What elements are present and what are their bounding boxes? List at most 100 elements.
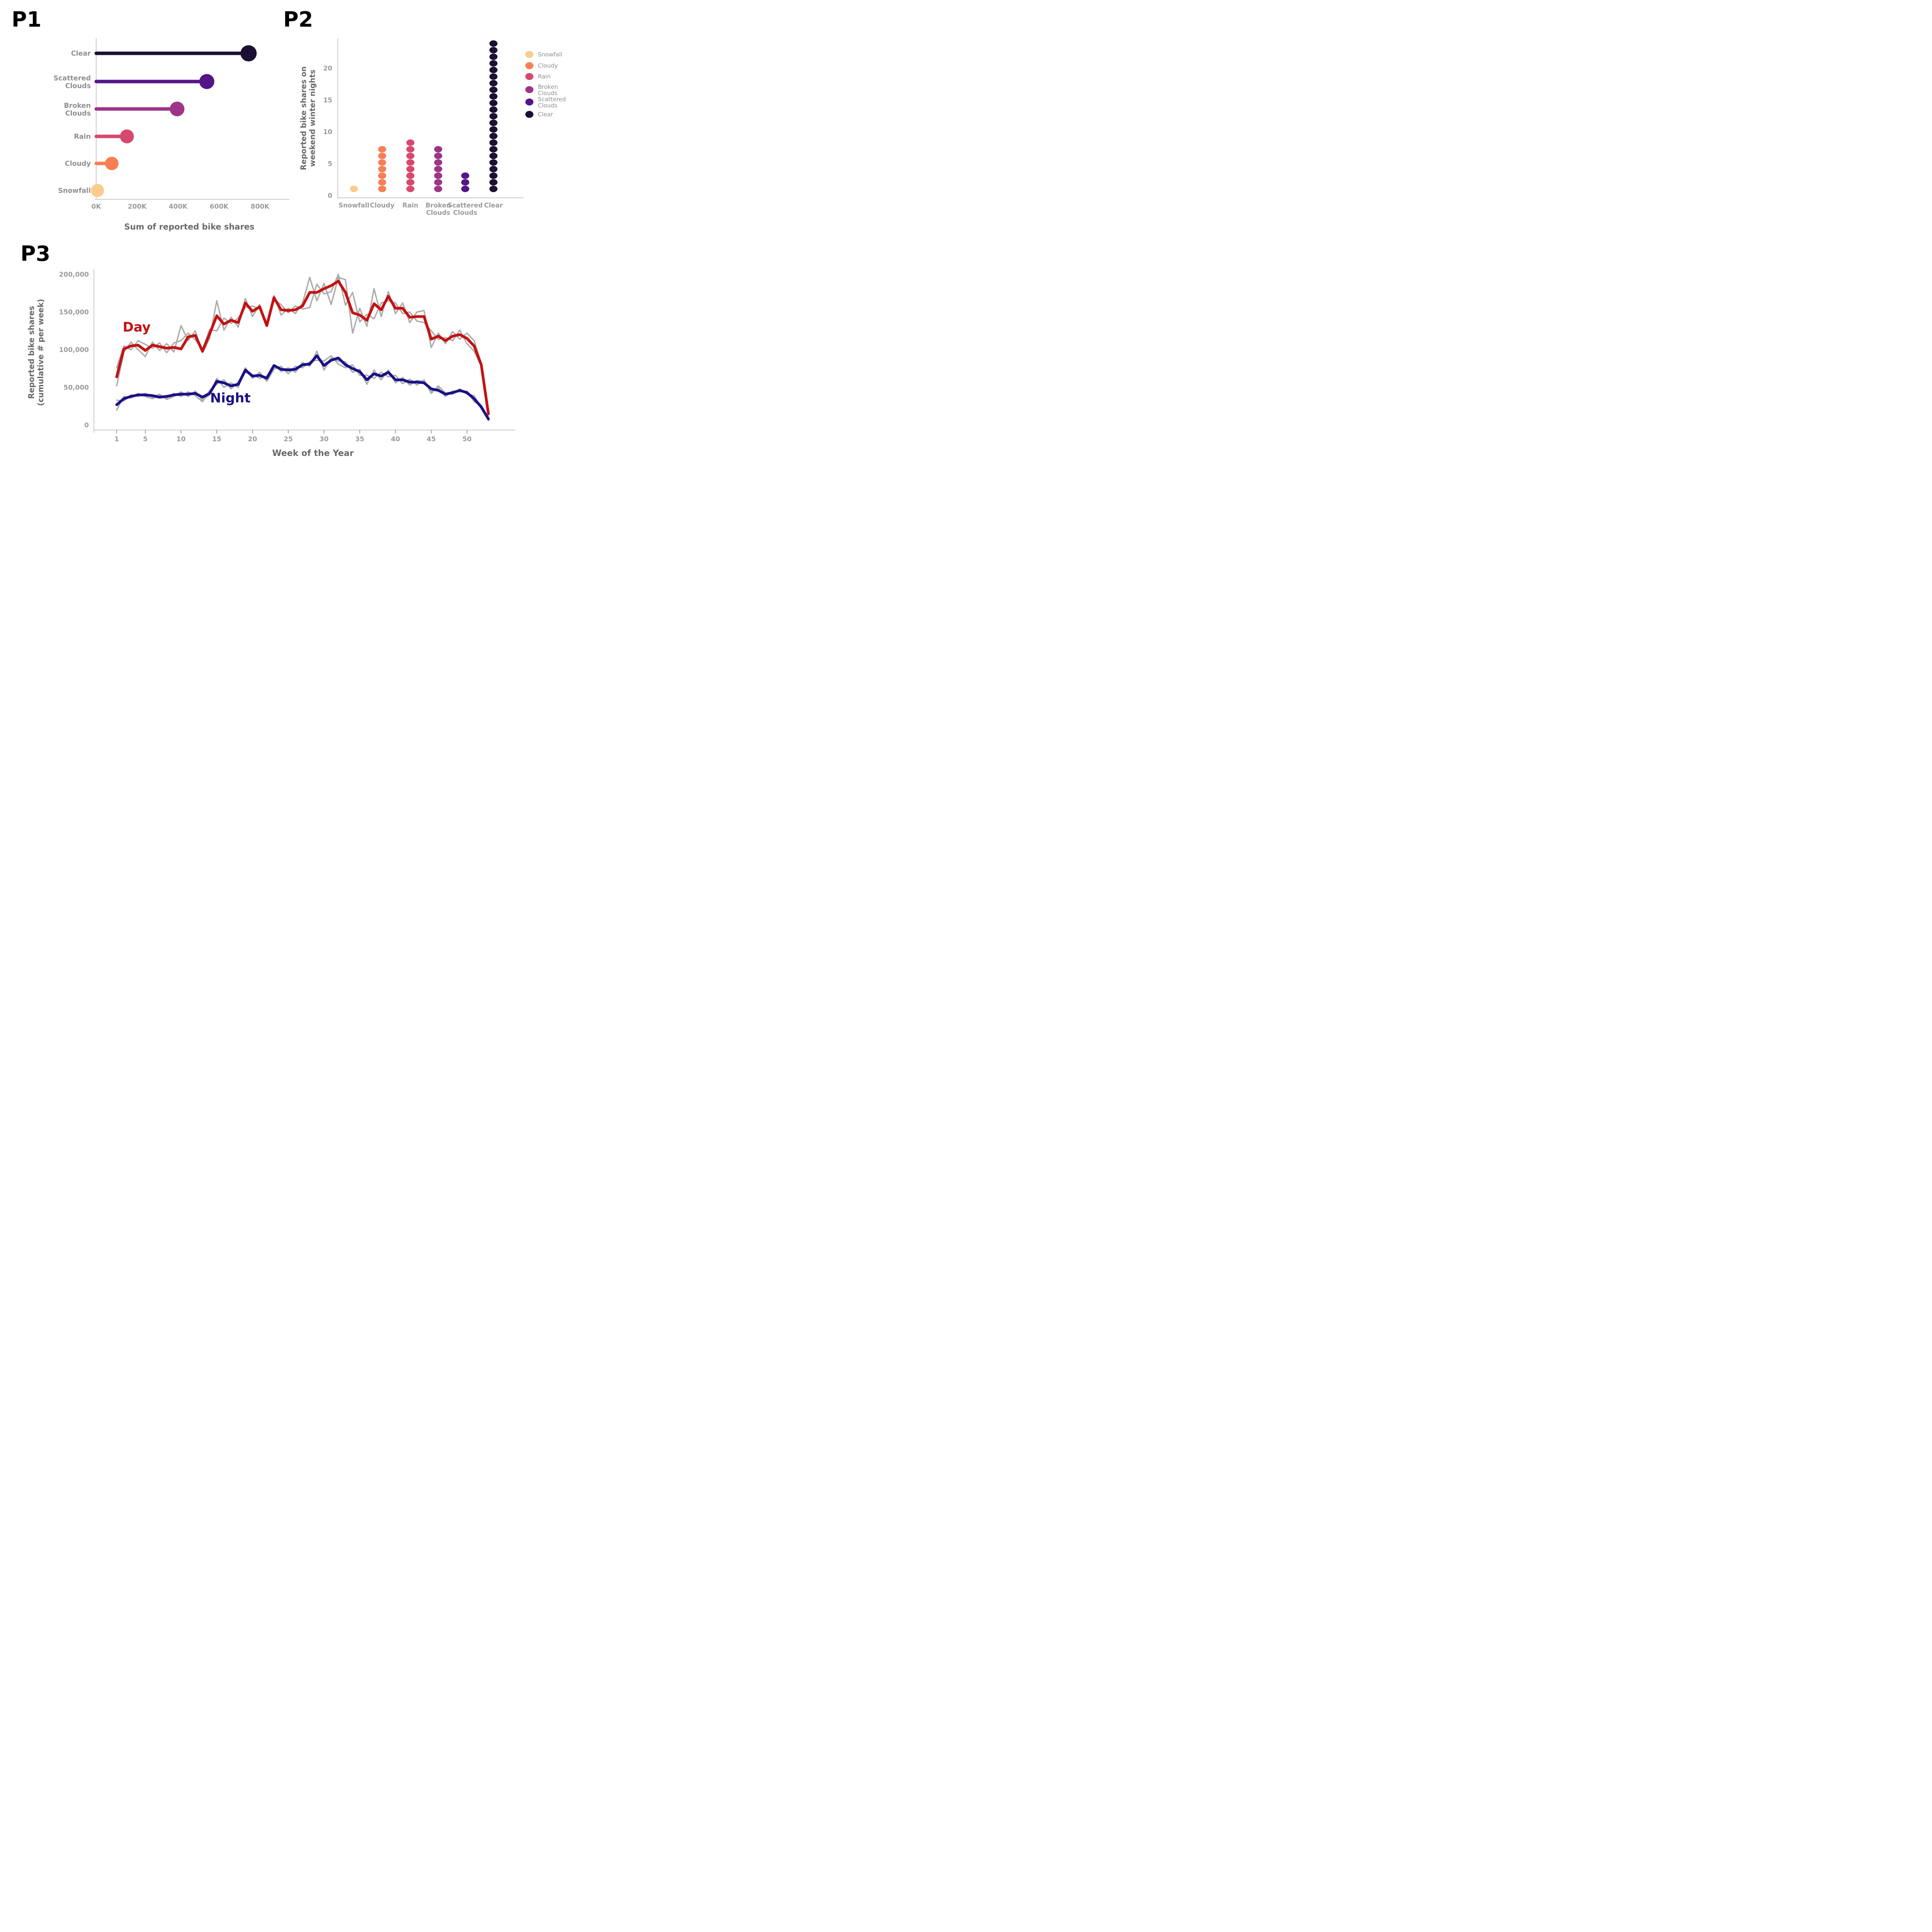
p2-y-tick-label: 15 [323,97,332,104]
p2-dot-clear [489,119,498,126]
legend-label: Clouds [538,102,558,109]
p3-x-tick-label: 35 [355,435,364,443]
p2-dot-snowfall [350,185,358,192]
p2-dot-clear [489,146,498,153]
p2-dot-clear [489,40,498,47]
lollipop-dot-scattered-clouds [199,74,214,89]
p2-dot-clear [489,153,498,159]
legend-label: Broken [538,83,558,90]
p3-y-axis-title: (cumulative # per week) [36,299,45,406]
p3-y-tick-label: 100,000 [59,346,89,354]
p3-x-tick-label: 1 [114,435,119,443]
p3-x-tick-label: 20 [248,435,257,443]
p3-annotation-day: Day [123,320,151,335]
p2-dot-clear [489,73,498,80]
p3-x-tick-label: 25 [284,435,293,443]
p2-dot-broken-clouds [434,179,442,186]
p2-dot-scattered-clouds [461,179,469,186]
p2-x-category-label: Cloudy [370,202,395,209]
p1-category-label: Clouds [65,82,91,90]
p3-x-tick-label: 15 [212,435,221,443]
p2-y-axis-title: Reported bike shares on [299,66,308,170]
p1-x-tick-label: 0K [91,203,101,211]
p2-dot-broken-clouds [434,146,442,153]
p2-dot-clear [489,93,498,100]
p3-y-tick-label: 50,000 [63,384,89,392]
p1-x-tick-label: 400K [169,203,188,211]
p1-category-label: Snowfall [58,187,91,195]
p2-y-tick-label: 5 [328,160,332,168]
p2-x-category-label: Rain [402,202,418,209]
p2-y-tick-label: 0 [328,192,332,200]
legend-swatch-cloudy [525,62,534,69]
p1-category-label: Clouds [65,110,91,117]
p2-dot-scattered-clouds [461,185,469,192]
p2-dot-rain [406,172,415,179]
p2-x-category-label: Clear [484,202,503,209]
p2-dot-broken-clouds [434,185,442,192]
p2-dot-cloudy [378,172,386,179]
p2-dot-clear [489,166,498,172]
night-raw-a-line [116,350,489,422]
p3-x-tick-label: 30 [320,435,329,443]
p2-dot-clear [489,133,498,139]
legend-swatch-rain [525,73,534,80]
p2-dot-clear [489,113,498,120]
p2-dot-clear [489,139,498,146]
p2-x-category-label: Scattered [448,202,483,209]
p2-y-tick-label: 10 [323,128,332,136]
p2-dot-clear [489,60,498,67]
p2-dot-broken-clouds [434,172,442,179]
dot-plot-winter-night-bike-shares: 0 5 10 15 20 Reported bike shares on weekend w… [299,38,566,216]
p2-dot-clear [489,87,498,93]
p2-dot-cloudy [378,159,386,166]
lollipop-chart-bike-shares-by-weather: ClearScatteredCloudsBrokenCloudsRainClou… [54,38,290,231]
p1-category-label: Broken [64,102,91,110]
p1-category-label: Scattered [54,75,91,82]
lollipop-dot-snowfall [91,184,104,197]
p3-x-tick-label: 50 [463,435,472,443]
p2-x-category-label: Clouds [453,209,478,216]
p2-dot-rain [406,146,415,153]
p3-x-tick-label: 5 [143,435,148,443]
lollipop-dot-broken-clouds [170,102,185,116]
p3-y-tick-label: 0 [84,422,89,429]
p3-annotation-night: Night [210,391,251,406]
p3-y-axis-title: Reported bike shares [27,306,36,399]
p2-dot-broken-clouds [434,153,442,159]
lollipop-dot-clear [240,45,257,61]
p2-dot-clear [489,179,498,186]
p2-x-category-label: Snowfall [338,202,369,209]
legend-swatch-snowfall [525,51,534,58]
legend-label: Rain [538,73,551,80]
p2-dot-broken-clouds [434,159,442,166]
p2-dot-scattered-clouds [461,172,469,179]
p2-dot-rain [406,166,415,172]
p2-dot-clear [489,185,498,192]
p2-dot-cloudy [378,146,386,153]
p2-y-tick-label: 20 [323,65,332,72]
lollipop-dot-rain [120,129,134,143]
p3-y-tick-label: 150,000 [59,309,89,316]
p2-y-axis-title: weekend winter nights [308,70,317,167]
p2-dot-cloudy [378,179,386,186]
p2-dot-cloudy [378,153,386,159]
p2-dot-clear [489,172,498,179]
p3-y-tick-label: 200,000 [59,271,89,279]
p1-x-tick-label: 600K [210,203,229,211]
p2-dot-clear [489,80,498,87]
p1-x-tick-label: 800K [251,203,270,211]
p2-dot-clear [489,159,498,166]
legend-swatch-broken-clouds [525,86,534,93]
panel-title-p3: P3 [20,242,51,266]
p2-dot-clear [489,126,498,133]
night-line [115,354,490,420]
p1-category-label: Cloudy [65,160,91,168]
legend-label: Clear [538,111,553,118]
p2-dot-rain [406,159,415,166]
legend-swatch-clear [525,111,534,118]
p1-category-label: Rain [74,133,91,141]
p2-dot-clear [489,100,498,106]
legend-label: Cloudy [538,62,558,69]
